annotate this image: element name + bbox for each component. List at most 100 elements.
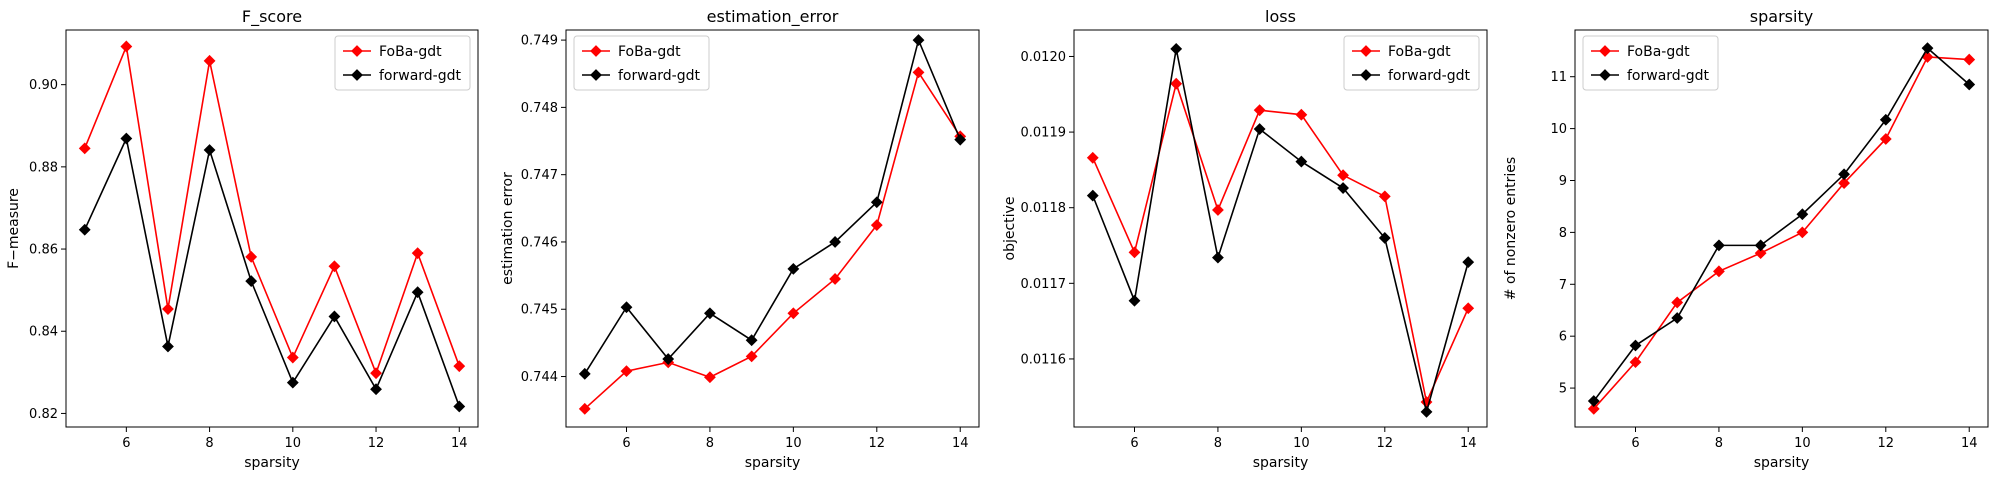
y-axis-label: estimation error (500, 172, 516, 285)
data-point (1963, 53, 1976, 66)
series-line-0 (83, 43, 461, 376)
data-point (1462, 256, 1475, 269)
legend-label: forward-gdt (1627, 68, 1710, 84)
y-tick-label: 10 (1550, 122, 1567, 137)
chart-panel: estimation_error 6 8 10 12 14 0.744 0.745 0.746 0… (500, 7, 980, 471)
series-line-0 (584, 70, 961, 410)
chart-panel: F_score 6 8 10 12 14 0.82 0.84 0.86 0.88 0.90 spars… (6, 7, 479, 471)
data-point (954, 133, 967, 146)
data-point (1671, 312, 1684, 324)
y-tick-label: 0.749 (521, 34, 558, 49)
legend-label: FoBa-gdt (1627, 44, 1690, 60)
data-point (120, 132, 133, 145)
data-point (1629, 356, 1642, 369)
data-point (912, 66, 925, 79)
data-point (1879, 133, 1892, 145)
data-point (1921, 42, 1934, 55)
data-point (162, 303, 174, 315)
x-tick-label: 14 (451, 436, 468, 451)
data-point (1838, 168, 1850, 181)
x-tick-label: 12 (1878, 436, 1895, 451)
series-line-1 (584, 37, 961, 375)
chart-title: F_score (242, 7, 302, 27)
x-tick-label: 8 (1214, 436, 1222, 451)
legend: FoBa-gdt forward-gdt (334, 35, 471, 91)
data-point (1587, 402, 1600, 415)
plot-area (1574, 29, 1989, 428)
data-point (1378, 190, 1391, 203)
data-point (578, 402, 591, 415)
chart-title: estimation_error (707, 7, 839, 27)
data-point (787, 262, 800, 275)
y-tick-label: 0.747 (521, 168, 558, 183)
data-point (453, 400, 466, 413)
x-tick-label: 8 (205, 436, 213, 451)
legend-label: forward-gdt (1388, 68, 1471, 84)
data-point (1128, 246, 1141, 259)
y-tick-label: 0.745 (521, 303, 558, 318)
plot-area (565, 29, 980, 428)
legend-swatch-marker (1360, 69, 1372, 81)
data-point (78, 142, 91, 155)
data-point (411, 247, 424, 260)
data-point (328, 260, 341, 273)
legend: FoBa-gdt forward-gdt (1582, 35, 1719, 91)
data-point (745, 350, 758, 363)
x-tick-label: 10 (1794, 436, 1811, 451)
data-point (1796, 226, 1809, 239)
y-tick-label: 0.746 (521, 235, 558, 250)
data-point (1879, 113, 1892, 126)
data-point (1796, 208, 1809, 221)
data-point (1295, 155, 1308, 168)
y-tick-label: 0.0118 (1021, 201, 1067, 216)
chart-panel: loss 6 8 10 12 14 0.0116 0.0117 0.0118 0.0119 0.01… (1002, 7, 1488, 471)
plot-area (1073, 29, 1488, 428)
data-point (1337, 182, 1349, 194)
y-tick-label: 0.0120 (1021, 50, 1067, 65)
data-point (1713, 265, 1725, 278)
y-tick-label: 8 (1559, 226, 1567, 241)
x-tick-label: 6 (122, 436, 130, 451)
y-tick-label: 7 (1559, 278, 1567, 293)
data-point (704, 307, 716, 320)
y-tick-label: 9 (1559, 174, 1567, 189)
data-point (870, 196, 883, 209)
legend-swatch-marker (590, 69, 602, 81)
x-tick-label: 10 (1293, 436, 1310, 451)
data-point (245, 250, 258, 263)
data-point (1128, 294, 1141, 307)
data-point (1754, 247, 1767, 260)
x-tick-label: 10 (285, 436, 302, 451)
y-tick-label: 5 (1559, 382, 1567, 397)
series-line-0 (1593, 56, 1970, 410)
data-point (1963, 78, 1976, 91)
data-point (870, 219, 883, 232)
data-point (620, 365, 633, 378)
x-tick-label: 14 (952, 436, 969, 451)
y-tick-label: 0.0119 (1021, 126, 1067, 141)
legend: FoBa-gdt forward-gdt (1343, 35, 1480, 91)
data-point (1170, 77, 1183, 90)
data-point (829, 273, 841, 285)
data-point (745, 334, 758, 347)
data-point (1378, 232, 1391, 244)
legend-swatch-marker (590, 45, 602, 57)
data-point (453, 360, 466, 373)
x-tick-label: 8 (706, 436, 714, 451)
x-tick-label: 6 (622, 436, 630, 451)
legend-swatch-marker (351, 69, 363, 81)
y-tick-label: 0.90 (29, 78, 58, 93)
legend-swatch-marker (1599, 69, 1611, 81)
legend-swatch-marker (351, 45, 363, 57)
data-point (1253, 123, 1266, 135)
data-point (286, 376, 299, 389)
chart-panel: sparsity 6 8 10 12 14 5 6 7 8 9 10 11 sparsity # of no… (1503, 7, 1989, 471)
series-line-0 (1092, 80, 1469, 405)
x-axis-label: sparsity (1253, 455, 1308, 471)
series-line-1 (84, 135, 461, 407)
data-point (829, 236, 841, 248)
data-point (78, 223, 91, 236)
legend-label: forward-gdt (379, 68, 462, 84)
legend-swatch-marker (1360, 45, 1372, 57)
series-line-1 (1092, 48, 1470, 416)
